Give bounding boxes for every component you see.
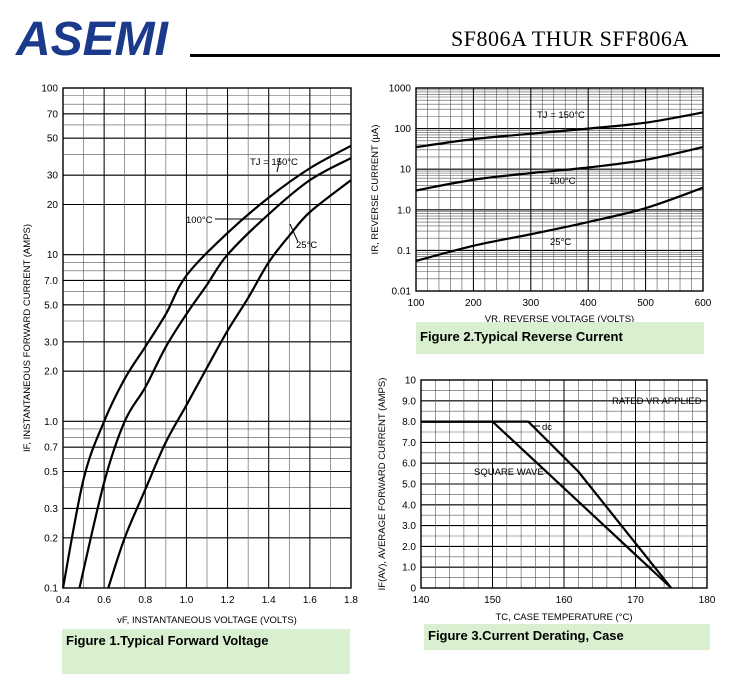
y-axis-label: IF, INSTANTANEOUS FORWARD CURRENT (AMPS) <box>22 224 33 452</box>
y-axis-label: IR, REVERSE CURRENT (µA) <box>370 125 381 255</box>
series-line-2 <box>415 186 704 263</box>
y-tick-label: 0.1 <box>44 584 58 595</box>
x-tick-label: 0.4 <box>56 595 70 606</box>
y-tick-label: 2.0 <box>44 367 58 378</box>
grid <box>420 379 708 589</box>
y-tick-label: 70 <box>47 109 59 120</box>
y-tick-label: 0.7 <box>44 443 58 454</box>
x-tick-label: 140 <box>413 595 430 606</box>
y-tick-label: 0 <box>410 584 416 595</box>
x-tick-label: 500 <box>637 298 654 309</box>
y-tick-label: 2.0 <box>402 542 416 553</box>
annotation-label: TJ = 150°C <box>537 110 585 121</box>
y-tick-label: 0.5 <box>44 467 58 478</box>
part-title: SF806A THUR SFF806A <box>451 26 689 51</box>
annotation-label: RATED VR APPLIED <box>612 396 702 407</box>
x-tick-label: 100 <box>408 298 425 309</box>
series-line-0 <box>415 111 704 149</box>
x-tick-label: 600 <box>695 298 712 309</box>
plot-frame <box>62 87 352 589</box>
asemi-logo-text: ASEMI <box>15 13 170 62</box>
x-tick-label: 0.6 <box>97 595 111 606</box>
x-tick-label: 400 <box>580 298 597 309</box>
annotation-label: 25°C <box>296 240 317 251</box>
x-tick-label: 1.6 <box>303 595 317 606</box>
x-tick-label: 0.8 <box>138 595 152 606</box>
y-tick-label: 10 <box>47 250 59 261</box>
series-line-1 <box>421 420 672 589</box>
annotation-label: 100°C <box>186 215 213 226</box>
x-axis-label: vF, INSTANTANEOUS VOLTAGE (VOLTS) <box>117 615 297 626</box>
x-axis-label: TC, CASE TEMPERATURE (°C) <box>496 612 633 623</box>
annotation-label: dc <box>542 422 552 433</box>
annotation-arrow <box>276 157 281 173</box>
figure-3-caption: Figure 3.Current Derating, Case <box>424 624 710 650</box>
series-line-1 <box>78 157 352 589</box>
annotation-label: TJ = 150°C <box>250 157 298 168</box>
y-axis-label: IF(AV), AVERAGE FORWARD CURRENT (AMPS) <box>377 378 388 591</box>
y-tick-label: 1.0 <box>44 417 58 428</box>
y-tick-label: 0.3 <box>44 504 58 515</box>
y-tick-label: 10 <box>405 376 417 387</box>
y-tick-label: 7.0 <box>44 276 58 287</box>
x-tick-label: 170 <box>627 595 644 606</box>
asemi-logo: ASEMI <box>15 13 170 62</box>
y-tick-label: 100 <box>394 124 411 135</box>
title-rule <box>190 54 720 57</box>
x-tick-label: 300 <box>522 298 539 309</box>
y-tick-label: 3.0 <box>44 337 58 348</box>
annotation-label: SQUARE WAVE <box>474 467 544 478</box>
annotation-label: 100°C <box>549 176 576 187</box>
y-tick-label: 9.0 <box>402 396 416 407</box>
y-tick-label: 100 <box>41 84 58 95</box>
y-tick-label: 6.0 <box>402 459 416 470</box>
y-tick-label: 30 <box>47 171 59 182</box>
y-tick-label: 3.0 <box>402 521 416 532</box>
y-tick-label: 8.0 <box>402 417 416 428</box>
x-tick-label: 200 <box>465 298 482 309</box>
series-line-0 <box>61 144 352 589</box>
x-tick-label: 1.2 <box>221 595 235 606</box>
x-tick-label: 1.0 <box>179 595 193 606</box>
x-tick-label: 160 <box>556 595 573 606</box>
x-tick-label: 1.8 <box>344 595 358 606</box>
y-tick-label: 1.0 <box>402 563 416 574</box>
annotation-label: 25°C <box>550 237 571 248</box>
y-tick-label: 0.01 <box>392 287 412 298</box>
y-tick-label: 1.0 <box>397 205 411 216</box>
x-tick-label: 180 <box>699 595 716 606</box>
plot-frame <box>420 379 708 589</box>
y-tick-label: 0.2 <box>44 533 58 544</box>
series-line-2 <box>107 179 352 589</box>
y-tick-label: 10 <box>400 165 412 176</box>
figure-2-caption: Figure 2.Typical Reverse Current <box>416 322 704 354</box>
x-tick-label: 150 <box>484 595 501 606</box>
y-tick-label: 4.0 <box>402 500 416 511</box>
y-tick-label: 0.1 <box>397 246 411 257</box>
figure-1-caption: Figure 1.Typical Forward Voltage <box>62 629 350 674</box>
series-line-1 <box>415 146 704 192</box>
y-tick-label: 5.0 <box>402 480 416 491</box>
x-axis-label: VR, REVERSE VOLTAGE (VOLTS) <box>485 314 634 325</box>
y-tick-label: 7.0 <box>402 438 416 449</box>
y-tick-label: 50 <box>47 134 59 145</box>
y-tick-label: 5.0 <box>44 300 58 311</box>
x-tick-label: 1.4 <box>262 595 276 606</box>
y-tick-label: 20 <box>47 200 59 211</box>
annotation-arrow <box>289 223 299 243</box>
y-tick-label: 1000 <box>389 84 412 95</box>
